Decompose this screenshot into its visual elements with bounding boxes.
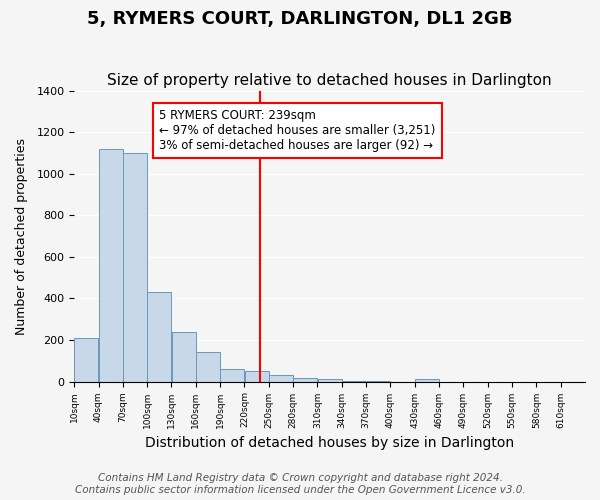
Bar	[245, 371, 269, 382]
Bar	[366, 380, 390, 382]
Bar	[220, 369, 244, 382]
Bar	[172, 332, 196, 382]
Bar	[123, 153, 147, 382]
Text: Contains HM Land Registry data © Crown copyright and database right 2024.
Contai: Contains HM Land Registry data © Crown c…	[74, 474, 526, 495]
X-axis label: Distribution of detached houses by size in Darlington: Distribution of detached houses by size …	[145, 436, 514, 450]
Bar	[99, 149, 122, 382]
Bar	[342, 380, 366, 382]
Text: 5 RYMERS COURT: 239sqm
← 97% of detached houses are smaller (3,251)
3% of semi-d: 5 RYMERS COURT: 239sqm ← 97% of detached…	[160, 110, 436, 152]
Bar	[148, 292, 171, 382]
Bar	[196, 352, 220, 382]
Bar	[74, 338, 98, 382]
Bar	[415, 380, 439, 382]
Bar	[293, 378, 317, 382]
Title: Size of property relative to detached houses in Darlington: Size of property relative to detached ho…	[107, 73, 552, 88]
Text: 5, RYMERS COURT, DARLINGTON, DL1 2GB: 5, RYMERS COURT, DARLINGTON, DL1 2GB	[87, 10, 513, 28]
Y-axis label: Number of detached properties: Number of detached properties	[15, 138, 28, 334]
Bar	[269, 376, 293, 382]
Bar	[317, 380, 341, 382]
